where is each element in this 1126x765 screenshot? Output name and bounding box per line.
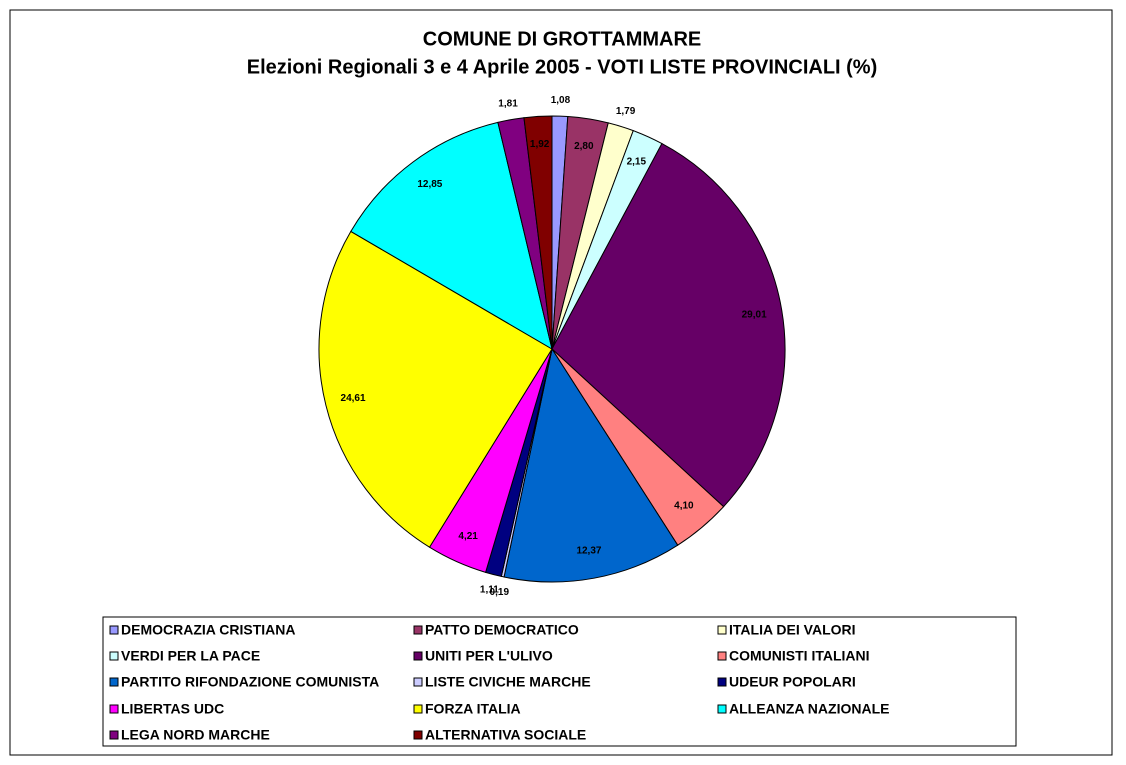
legend-swatch	[109, 677, 119, 687]
chart-subtitle: Elezioni Regionali 3 e 4 Aprile 2005 - V…	[247, 56, 878, 78]
legend-label: PARTITO RIFONDAZIONE COMUNISTA	[121, 674, 379, 690]
legend-label: UNITI PER L'ULIVO	[425, 648, 553, 664]
pie-slice	[350, 121, 553, 351]
legend-swatch	[413, 625, 423, 635]
legend-label: UDEUR POPOLARI	[729, 674, 856, 690]
legend-swatch	[413, 651, 423, 661]
legend-label: LEGA NORD MARCHE	[121, 727, 270, 743]
value-label: 1,92	[530, 139, 550, 150]
legend-swatch	[413, 730, 423, 740]
chart-title: COMUNE DI GROTTAMMARE	[423, 28, 702, 50]
value-label: 0,19	[490, 587, 510, 598]
value-label: 1,81	[498, 99, 518, 110]
value-label: 4,21	[458, 531, 478, 542]
legend-swatch	[109, 730, 119, 740]
pie-slice	[551, 142, 786, 508]
legend-label: FORZA ITALIA	[425, 701, 521, 717]
legend-label: LISTE CIVICHE MARCHE	[425, 674, 591, 690]
value-label: 1,11	[480, 585, 499, 596]
pie-slice	[503, 347, 679, 583]
pie-slice	[523, 115, 553, 350]
legend-swatch	[109, 704, 119, 714]
legend-label: DEMOCRAZIA CRISTIANA	[121, 622, 295, 638]
legend-label: COMUNISTI ITALIANI	[729, 648, 870, 664]
legend-swatch	[109, 625, 119, 635]
legend-swatch	[109, 651, 119, 661]
legend-label: ITALIA DEI VALORI	[729, 622, 856, 638]
value-label: 1,79	[616, 106, 636, 117]
value-label: 24,61	[341, 393, 366, 404]
pie-slice	[318, 230, 553, 548]
value-label: 29,01	[742, 309, 767, 320]
legend-label: LIBERTAS UDC	[121, 701, 224, 717]
value-label: 4,10	[674, 501, 694, 512]
legend-swatch	[717, 677, 727, 687]
legend-label: PATTO DEMOCRATICO	[425, 622, 579, 638]
value-label: 12,37	[576, 545, 601, 556]
legend-swatch	[717, 651, 727, 661]
legend-label: VERDI PER LA PACE	[121, 648, 260, 664]
legend-swatch	[413, 677, 423, 687]
value-label: 12,85	[417, 179, 442, 190]
legend-swatch	[413, 704, 423, 714]
value-label: 2,80	[574, 141, 594, 152]
legend-swatch	[717, 704, 727, 714]
value-label: 2,15	[627, 157, 647, 168]
value-label: 1,08	[551, 95, 571, 106]
legend-label: ALTERNATIVA SOCIALE	[425, 727, 586, 743]
legend-swatch	[717, 625, 727, 635]
legend-box	[102, 616, 1017, 747]
legend-label: ALLEANZA NAZIONALE	[729, 701, 889, 717]
